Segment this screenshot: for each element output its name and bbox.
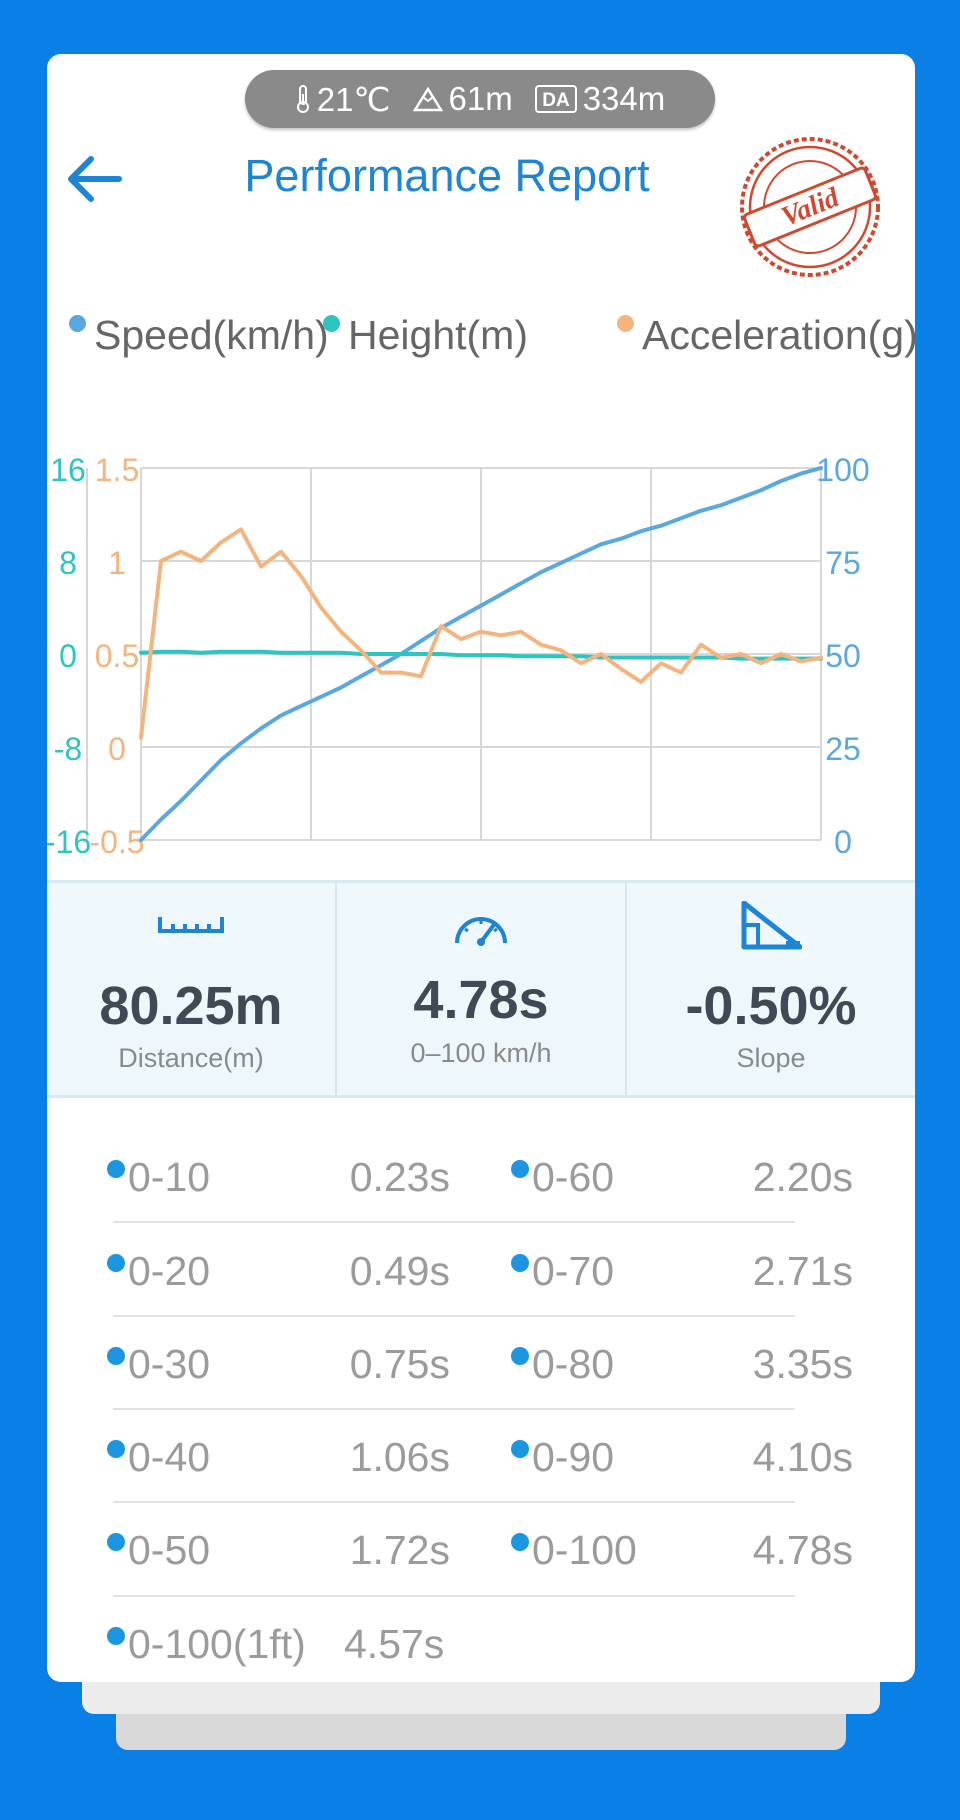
thermometer-icon (296, 85, 309, 113)
split-range-label: 0-60 (532, 1154, 615, 1200)
speed-tick-label: 50 (825, 638, 861, 674)
slope-label: Slope (736, 1043, 806, 1073)
split-time-value: 1.06s (349, 1434, 450, 1480)
legend-speed: Speed(km/h) (69, 312, 329, 359)
acceleration-tick-label: 1.5 (95, 452, 139, 488)
legend-height: Height(m) (323, 312, 528, 359)
split-bullet (511, 1440, 529, 1458)
split-bullet (511, 1160, 529, 1178)
acceleration-time-stat: 4.78s 0–100 km/h (335, 883, 625, 1095)
split-bullet (511, 1254, 529, 1272)
speed-tick-label: 25 (825, 731, 861, 767)
split-range-label: 0-80 (532, 1341, 615, 1387)
density-altitude-value: 334m (582, 80, 666, 117)
distance-value: 80.25m (99, 976, 283, 1036)
legend-dot-speed (69, 315, 86, 332)
back-button[interactable] (61, 149, 127, 209)
acceleration-series-line (139, 527, 823, 740)
height-tick-label: -8 (54, 731, 82, 767)
split-range-label: 0-100(1ft) (128, 1621, 306, 1667)
acceleration-tick-label: -0.5 (89, 824, 144, 860)
split-bullet (107, 1533, 125, 1551)
row-divider (113, 1501, 795, 1503)
split-bullet (107, 1160, 125, 1178)
mountain-icon (412, 86, 443, 112)
speedometer-icon (455, 917, 507, 946)
row-divider (113, 1595, 795, 1597)
distance-stat: 80.25m Distance(m) (47, 883, 335, 1095)
split-time-value: 4.57s (344, 1621, 445, 1667)
split-bullet (107, 1627, 125, 1645)
row-divider (113, 1408, 795, 1410)
slope-icon (741, 901, 802, 950)
distance-label: Distance(m) (118, 1043, 264, 1073)
page-title: Performance Report (244, 150, 650, 201)
split-bullet (107, 1440, 125, 1458)
slope-value: -0.50% (685, 976, 857, 1036)
legend-dot-acceleration (617, 315, 634, 332)
split-bullet (107, 1347, 125, 1365)
acceleration-tick-label: 0 (108, 731, 126, 767)
split-time-value: 2.71s (752, 1248, 853, 1294)
stats-panel: 80.25m Distance(m) 4.78s 0–100 km/h -0.5… (47, 880, 915, 1098)
ruler-icon (158, 917, 224, 933)
da-badge-icon: DA (534, 85, 577, 113)
split-bullet (511, 1347, 529, 1365)
split-time-value: 0.23s (349, 1154, 450, 1200)
environment-pill: 21℃ 61m DA 334m (245, 70, 715, 128)
speed-tick-label: 100 (816, 452, 869, 488)
arrow-left-icon (68, 156, 122, 202)
speed-tick-label: 75 (825, 545, 861, 581)
height-tick-label: 8 (59, 545, 77, 581)
svg-text:DA: DA (542, 90, 570, 111)
acceleration-time-value: 4.78s (413, 970, 549, 1030)
split-time-value: 4.78s (752, 1527, 853, 1573)
speed-series-line (139, 466, 823, 842)
split-time-value: 0.49s (349, 1248, 450, 1294)
acceleration-time-label: 0–100 km/h (410, 1038, 552, 1068)
height-series-line (139, 649, 823, 661)
split-bullet (107, 1254, 125, 1272)
split-range-label: 0-50 (128, 1527, 211, 1573)
acceleration-tick-label: 1 (108, 545, 126, 581)
height-tick-label: -16 (47, 824, 91, 860)
report-card: 21℃ 61m DA 334m Performance Report (47, 54, 915, 1682)
legend-dot-height (323, 315, 340, 332)
row-divider (113, 1315, 795, 1317)
split-time-value: 1.72s (349, 1527, 450, 1573)
height-tick-label: 16 (50, 452, 86, 488)
split-range-label: 0-20 (128, 1248, 211, 1294)
split-bullet (511, 1533, 529, 1551)
split-range-label: 0-30 (128, 1341, 211, 1387)
chart-legend: Speed(km/h) Height(m) Acceleration(g) (69, 312, 915, 362)
temperature-value: 21℃ (316, 80, 391, 118)
split-time-value: 2.20s (752, 1154, 853, 1200)
split-time-value: 4.10s (752, 1434, 853, 1480)
split-range-label: 0-100 (532, 1527, 637, 1573)
split-time-value: 3.35s (752, 1341, 853, 1387)
split-range-label: 0-40 (128, 1434, 211, 1480)
row-divider (113, 1221, 795, 1223)
valid-stamp: Valid (740, 137, 880, 277)
split-range-label: 0-10 (128, 1154, 211, 1200)
speed-tick-label: 0 (834, 824, 852, 860)
altitude-value: 61m (448, 80, 513, 117)
performance-chart: 16 8 0 -8 -16 1.5 1 0.5 0 -0.5 100 75 50 25 0 (47, 452, 870, 860)
split-range-label: 0-70 (532, 1248, 615, 1294)
split-time-value: 0.75s (349, 1341, 450, 1387)
split-range-label: 0-90 (532, 1434, 615, 1480)
legend-acceleration: Acceleration(g) (617, 312, 915, 359)
slope-stat: -0.50% Slope (625, 883, 915, 1095)
acceleration-tick-label: 0.5 (95, 638, 139, 674)
height-tick-label: 0 (59, 638, 77, 674)
